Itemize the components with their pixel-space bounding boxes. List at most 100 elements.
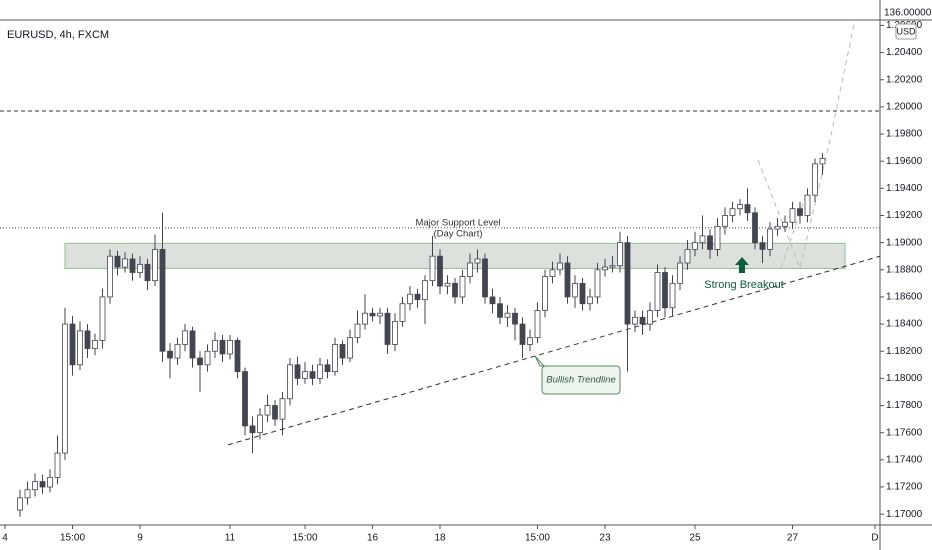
- candle-body: [699, 235, 706, 244]
- candle-body: [579, 282, 586, 305]
- candle-body: [324, 364, 331, 372]
- candle-body: [242, 371, 248, 427]
- candle-body: [99, 296, 106, 341]
- candle-body: [339, 344, 346, 359]
- candle-body: [647, 310, 653, 325]
- candle-body: [234, 339, 241, 372]
- candle-body: [92, 339, 98, 349]
- x-tick-label: 4: [2, 533, 8, 544]
- y-tick-label: 1.20200: [886, 74, 923, 85]
- candle-body: [212, 339, 218, 352]
- candle-body: [159, 249, 166, 352]
- candle-body: [182, 330, 188, 345]
- y-tick-label: 1.17200: [886, 482, 923, 493]
- candle-body: [279, 398, 286, 420]
- y-tick-label: 1.17600: [886, 427, 923, 438]
- projection-path: [780, 194, 807, 269]
- candle-body: [414, 293, 421, 301]
- candle-body: [219, 339, 226, 355]
- x-tick-label: 15:00: [292, 533, 317, 544]
- candle-body: [692, 242, 698, 250]
- support-label: (Day Chart): [433, 229, 482, 240]
- candle-body: [399, 303, 406, 322]
- candle-body: [377, 312, 383, 317]
- candle-body: [819, 158, 826, 165]
- candle-body: [69, 323, 76, 366]
- y-tick-label: 1.17800: [886, 400, 923, 411]
- y-tick-label: 1.18400: [886, 319, 923, 330]
- x-tick-label: 18: [434, 533, 446, 544]
- candle-body: [617, 242, 623, 267]
- candle-body: [197, 357, 203, 366]
- candle-body: [459, 276, 466, 298]
- candle-body: [317, 364, 323, 379]
- candle-body: [32, 481, 38, 491]
- candle-body: [489, 296, 496, 305]
- candle-body: [812, 163, 818, 196]
- y-tick-label: 1.19200: [886, 210, 923, 221]
- x-tick-label: 9: [137, 533, 143, 544]
- candle-body: [602, 266, 608, 271]
- candle-body: [54, 452, 61, 478]
- candle-body: [587, 296, 593, 305]
- callout-box: [534, 355, 621, 395]
- candle-body: [504, 312, 511, 318]
- plot-area: [0, 19, 881, 517]
- x-tick-label: 16: [367, 533, 379, 544]
- candle-body: [722, 215, 728, 227]
- candle-body: [782, 221, 788, 227]
- candle-body: [77, 330, 83, 366]
- y-tick-label: 1.18200: [886, 346, 923, 357]
- candle-body: [152, 249, 158, 282]
- candle-body: [39, 481, 46, 488]
- candle-body: [624, 242, 631, 325]
- candle-body: [249, 425, 256, 434]
- y-tick-label: 1.18800: [886, 264, 923, 275]
- candle-body: [84, 330, 91, 349]
- candle-body: [654, 272, 661, 311]
- y-tick-label: 1.17000: [886, 509, 923, 520]
- candle-body: [594, 269, 601, 298]
- candle-body: [407, 293, 413, 305]
- scale-top-label: 136.00000: [884, 8, 932, 19]
- x-tick-label: 25: [689, 533, 701, 544]
- candle-body: [114, 255, 121, 268]
- candle-body: [564, 262, 571, 298]
- candle-body: [714, 225, 721, 250]
- candle-body: [557, 262, 563, 271]
- candle-body: [797, 208, 803, 216]
- candle-body: [444, 282, 451, 287]
- candle-body: [474, 258, 481, 264]
- breakout-arrow: [735, 257, 749, 273]
- candle-body: [332, 344, 338, 372]
- projection-path: [757, 19, 856, 270]
- candle-body: [437, 255, 443, 287]
- candle-body: [107, 255, 113, 298]
- candle-body: [47, 477, 53, 488]
- candle-body: [429, 255, 436, 282]
- candle-body: [62, 323, 68, 454]
- y-tick-label: 1.17400: [886, 454, 923, 465]
- candle-body: [549, 269, 556, 277]
- candle-body: [167, 350, 173, 359]
- candle-body: [227, 339, 233, 355]
- candle-body: [737, 204, 743, 210]
- candle-body: [204, 350, 211, 366]
- candle-body: [17, 497, 23, 511]
- candle-body: [174, 344, 181, 359]
- candle-body: [347, 337, 353, 359]
- y-tick-label: 1.19400: [886, 183, 923, 194]
- candle-body: [384, 312, 391, 345]
- candle-body: [294, 364, 301, 379]
- x-tick-label: 27: [787, 533, 799, 544]
- candle-body: [362, 312, 368, 325]
- y-tick-label: 1.19600: [886, 156, 923, 167]
- y-tick-label: 1.18600: [886, 292, 923, 303]
- candle-body: [144, 263, 151, 282]
- candle-body: [189, 330, 196, 359]
- trendline-label: Bullish Trendline: [546, 375, 616, 386]
- x-tick-label: 11: [225, 533, 236, 544]
- candle-body: [767, 228, 773, 250]
- support-label: Major Support Level: [415, 218, 500, 229]
